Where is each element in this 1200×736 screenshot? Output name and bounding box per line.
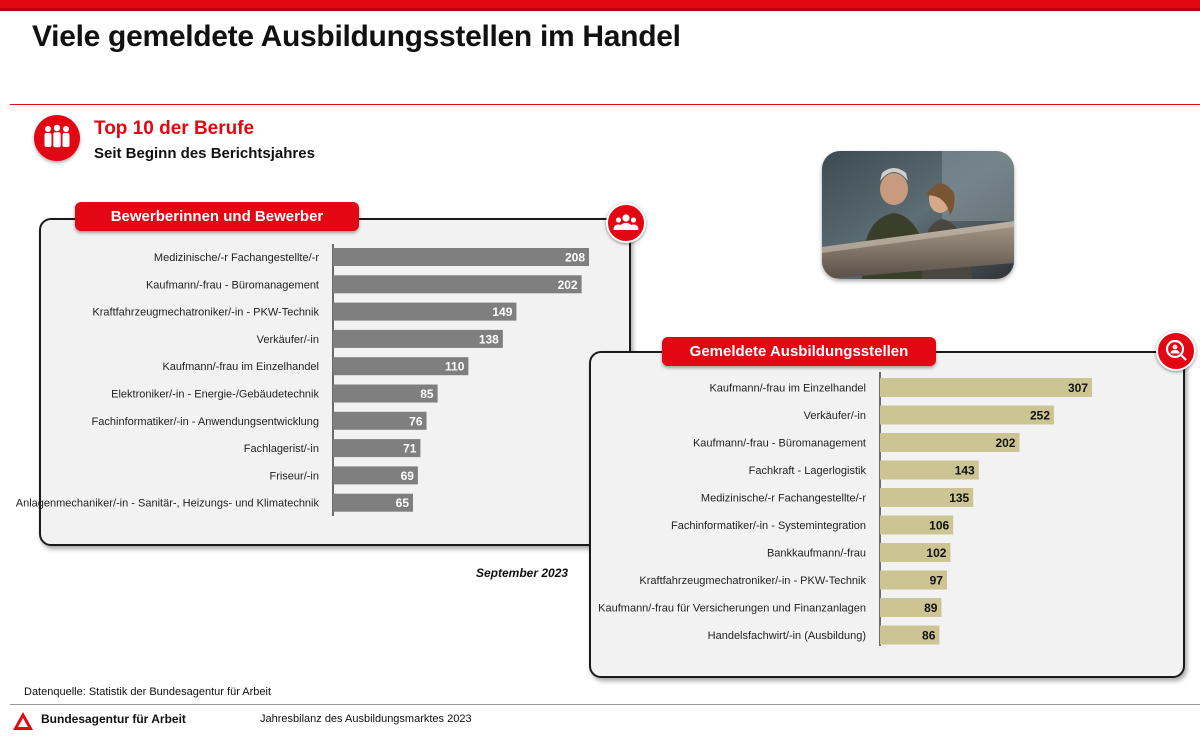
vacancies-panel [589,351,1185,678]
workers-photo [822,151,1014,279]
vacancies-bar [880,543,951,562]
org-name: Bundesagentur für Arbeit [41,712,186,726]
vacancies-bar [880,515,954,535]
vacancies-bar [880,405,1055,425]
applicants-category-label: Friseur/-in [269,470,319,482]
vacancies-bar [880,378,1092,397]
applicants-bar [333,384,438,403]
applicants-bar [333,329,503,348]
vacancies-value-label: 97 [930,574,944,588]
vacancies-value-label: 86 [922,629,936,643]
vacancies-category-label: Bankkaufmann/-frau [767,548,866,560]
applicants-bar [333,466,418,485]
applicants-chart-title: Bewerberinnen und Bewerber [75,202,359,231]
footer-divider [10,704,1200,705]
vacancies-category-label: Verkäufer/-in [804,410,866,422]
top-accent-bar [0,0,1200,8]
applicants-category-label: Fachlagerist/-in [244,443,319,455]
vacancies-category-label: Fachkraft - Lagerlogistik [749,465,867,477]
applicants-category-label: Elektroniker/-in - Energie-/Gebäudetechn… [111,389,319,401]
vacancies-value-label: 307 [1068,381,1088,395]
vacancies-category-label: Medizinische/-r Fachangestellte/-r [701,493,866,505]
vacancies-value-label: 252 [1030,409,1050,423]
applicants-bar [333,493,413,512]
magnifier-person-icon [1156,331,1196,371]
vacancies-bar [880,460,979,480]
applicants-category-label: Fachinformatiker/-in - Anwendungsentwick… [92,416,319,428]
people-icon [606,203,646,243]
applicants-category-label: Kaufmann/-frau im Einzelhandel [162,361,319,373]
applicants-bar [333,275,582,294]
data-source: Datenquelle: Statistik der Bundesagentur… [24,686,272,698]
applicants-value-label: 76 [409,414,423,428]
vacancies-bar [880,570,947,590]
title-divider [10,104,1200,105]
document-title: Jahresbilanz des Ausbildungsmarktes 2023 [260,713,472,725]
vacancies-category-label: Fachinformatiker/-in - Systemintegration [671,520,866,532]
applicants-category-label: Verkäufer/-in [257,334,319,346]
applicants-bar [333,439,421,458]
vacancies-bar [880,598,942,617]
applicants-bar [333,357,469,376]
vacancies-value-label: 143 [955,464,975,478]
applicants-value-label: 110 [445,360,465,374]
applicants-value-label: 208 [565,251,585,265]
vacancies-bar [880,625,940,645]
applicants-value-label: 149 [492,305,512,319]
vacancies-bar [880,433,1020,452]
vacancies-value-label: 135 [949,491,969,505]
vacancies-category-label: Kaufmann/-frau im Einzelhandel [709,383,866,395]
applicants-value-label: 85 [420,387,434,401]
vacancies-category-label: Kraftfahrzeugmechatroniker/-in - PKW-Tec… [639,575,866,587]
vacancies-chart-title: Gemeldete Ausbildungsstellen [662,337,936,366]
top-accent-bar-shadow [0,8,1200,11]
applicants-category-label: Kraftfahrzeugmechatroniker/-in - PKW-Tec… [92,307,319,319]
applicants-value-label: 71 [403,442,417,456]
vacancies-category-label: Handelsfachwirt/-in (Ausbildung) [708,630,866,642]
vacancies-value-label: 106 [929,519,949,533]
vacancies-value-label: 102 [926,546,946,560]
applicants-panel [39,218,631,546]
chart-date-label: September 2023 [476,566,569,580]
applicants-bar [333,248,589,266]
section-subtitle: Seit Beginn des Berichtsjahres [94,145,315,162]
vacancies-bar [880,488,974,507]
vacancies-value-label: 202 [995,436,1015,450]
applicants-value-label: 202 [558,278,578,292]
section-title: Top 10 der Berufe [94,118,255,139]
applicants-category-label: Anlagenmechaniker/-in - Sanitär-, Heizun… [16,498,320,510]
applicants-value-label: 69 [401,469,415,483]
people-group-icon [34,115,80,161]
vacancies-category-label: Kaufmann/-frau für Versicherungen und Fi… [598,603,866,615]
vacancies-category-label: Kaufmann/-frau - Büromanagement [693,438,866,450]
vacancies-value-label: 89 [924,601,938,615]
applicants-bar [333,411,427,430]
applicants-value-label: 138 [479,332,499,346]
applicants-bar [333,302,517,321]
applicants-value-label: 65 [396,496,410,510]
ba-logo-icon [12,711,34,736]
page-title: Viele gemeldete Ausbildungsstellen im Ha… [32,20,681,53]
applicants-category-label: Medizinische/-r Fachangestellte/-r [154,252,319,264]
applicants-category-label: Kaufmann/-frau - Büromanagement [146,279,319,291]
